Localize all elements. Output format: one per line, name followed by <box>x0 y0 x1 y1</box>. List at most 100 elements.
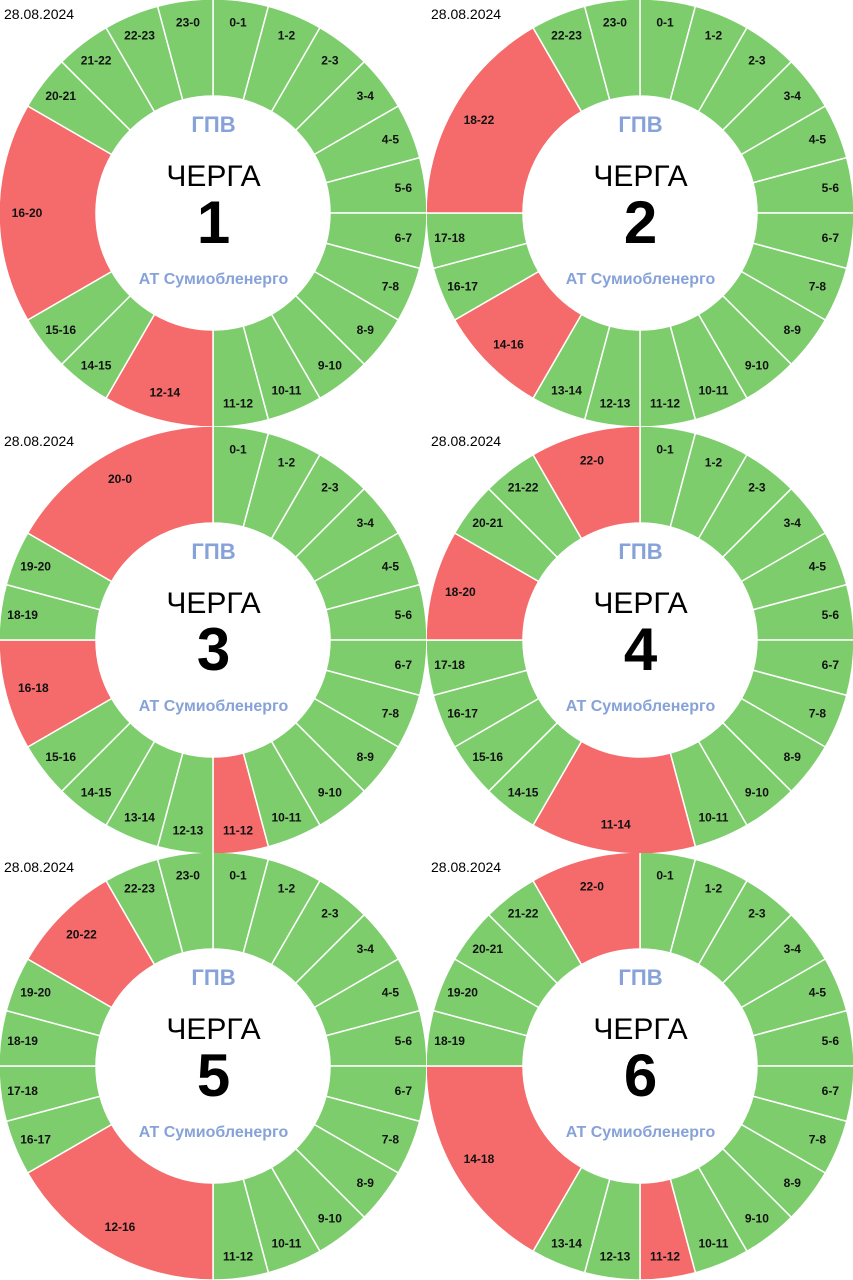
outage-segment <box>531 427 641 540</box>
segment-label: 14-15 <box>81 785 112 799</box>
segment-label: 9-10 <box>745 358 769 372</box>
segment-label: 6-7 <box>395 231 413 245</box>
segment-label: 7-8 <box>809 706 827 720</box>
segment-label: 15-16 <box>472 750 503 764</box>
segment-label: 4-5 <box>809 986 827 1000</box>
segment-label: 8-9 <box>784 323 802 337</box>
segment-label: 7-8 <box>382 1132 400 1146</box>
segment-label: 0-1 <box>229 16 247 30</box>
segment-label: 0-1 <box>229 869 247 883</box>
queue-chart: 28.08.2024 0-1 1-2 2-3 3-4 4-5 5-6 6-7 7-8 8-9 9-… <box>0 0 427 427</box>
segment-label: 7-8 <box>809 1132 827 1146</box>
segment-label: 22-0 <box>580 879 604 893</box>
segment-label: 7-8 <box>382 279 400 293</box>
segment-label: 20-21 <box>472 516 503 530</box>
segment-label: 2-3 <box>321 54 339 68</box>
date-label: 28.08.2024 <box>431 859 502 875</box>
segment-label: 8-9 <box>784 750 802 764</box>
segment-label: 4-5 <box>382 986 400 1000</box>
segment-label: 1-2 <box>278 29 296 43</box>
segment-label: 10-11 <box>271 383 301 397</box>
segment-label: 2-3 <box>748 481 766 495</box>
segment-label: 4-5 <box>382 560 400 574</box>
segment-label: 8-9 <box>357 323 375 337</box>
segment-label: 20-21 <box>472 942 503 956</box>
donut-chart: 0-1 1-2 2-3 3-4 4-5 5-6 6-7 7-8 8-9 9-10 10-11 11-1… <box>427 0 853 427</box>
outage-segment <box>531 853 641 966</box>
segment-label: 10-11 <box>698 810 728 824</box>
segment-label: 11-12 <box>223 396 253 410</box>
segment-label: 8-9 <box>357 1176 375 1190</box>
segment-label: 6-7 <box>822 658 840 672</box>
segment-label: 23-0 <box>176 869 200 883</box>
queue-chart: 28.08.2024 0-1 1-2 2-3 3-4 4-5 5-6 6-7 7-8 8-9 9-… <box>427 0 853 427</box>
segment-label: 9-10 <box>745 1211 769 1225</box>
segment-label: 9-10 <box>745 785 769 799</box>
outage-segment <box>26 1123 214 1280</box>
segment-label: 2-3 <box>321 481 339 495</box>
segment-label: 22-23 <box>124 882 155 896</box>
segment-label: 12-16 <box>105 1220 136 1234</box>
segment-label: 20-22 <box>66 927 97 941</box>
date-label: 28.08.2024 <box>4 433 75 449</box>
segment-label: 21-22 <box>508 907 539 921</box>
segment-label: 0-1 <box>656 16 674 30</box>
segment-label: 9-10 <box>318 1211 342 1225</box>
queue-chart: 28.08.2024 0-1 1-2 2-3 3-4 4-5 5-6 6-7 7-8 8-9 9-… <box>427 853 853 1280</box>
segment-label: 8-9 <box>357 750 375 764</box>
segment-label: 18-19 <box>7 608 38 622</box>
segment-label: 16-17 <box>20 1132 51 1146</box>
segment-label: 12-13 <box>173 823 204 837</box>
segment-label: 17-18 <box>434 231 465 245</box>
outage-segment <box>0 639 113 749</box>
segment-label: 10-11 <box>698 1236 728 1250</box>
segment-label: 16-18 <box>18 681 49 695</box>
segment-label: 22-0 <box>580 453 604 467</box>
date-label: 28.08.2024 <box>4 859 75 875</box>
segment-label: 8-9 <box>784 1176 802 1190</box>
segment-label: 3-4 <box>357 942 375 956</box>
segment-label: 6-7 <box>395 1084 413 1098</box>
segment-label: 11-12 <box>650 396 680 410</box>
segment-label: 16-17 <box>447 279 478 293</box>
segment-label: 3-4 <box>357 516 375 530</box>
segment-label: 4-5 <box>382 133 400 147</box>
segment-label: 13-14 <box>551 1236 582 1250</box>
segment-label: 23-0 <box>176 16 200 30</box>
segment-label: 2-3 <box>321 907 339 921</box>
segment-label: 18-19 <box>7 1034 38 1048</box>
segment-label: 21-22 <box>81 54 112 68</box>
segment-label: 20-21 <box>45 89 76 103</box>
segment-label: 11-12 <box>223 1249 253 1263</box>
segment-label: 3-4 <box>357 89 375 103</box>
segment-label: 15-16 <box>45 323 76 337</box>
segment-label: 1-2 <box>705 882 723 896</box>
segment-label: 1-2 <box>278 882 296 896</box>
segment-label: 18-22 <box>464 113 495 127</box>
segment-label: 14-15 <box>81 358 112 372</box>
segment-label: 20-0 <box>108 472 132 486</box>
segment-label: 6-7 <box>822 1084 840 1098</box>
segment-label: 21-22 <box>508 481 539 495</box>
outage-segment <box>26 427 214 583</box>
segment-label: 0-1 <box>656 869 674 883</box>
segment-label: 19-20 <box>20 986 51 1000</box>
date-label: 28.08.2024 <box>4 6 75 22</box>
queue-chart: 28.08.2024 0-1 1-2 2-3 3-4 4-5 5-6 6-7 7-8 8-9 9-… <box>0 853 427 1280</box>
outage-segment <box>427 1065 583 1253</box>
segment-label: 9-10 <box>318 785 342 799</box>
segment-label: 14-15 <box>508 785 539 799</box>
segment-label: 0-1 <box>656 443 674 457</box>
segment-label: 18-20 <box>445 585 476 599</box>
outage-segment <box>0 104 113 322</box>
segment-label: 9-10 <box>318 358 342 372</box>
segment-label: 2-3 <box>748 54 766 68</box>
segment-label: 11-12 <box>650 1249 680 1263</box>
segment-label: 15-16 <box>45 750 76 764</box>
donut-chart: 0-1 1-2 2-3 3-4 4-5 5-6 6-7 7-8 8-9 9-10 10-11 11-1… <box>427 427 853 854</box>
segment-label: 16-20 <box>12 206 43 220</box>
segment-label: 11-12 <box>223 823 253 837</box>
segment-label: 6-7 <box>395 658 413 672</box>
segment-label: 12-13 <box>600 1249 631 1263</box>
segment-label: 16-17 <box>447 706 478 720</box>
